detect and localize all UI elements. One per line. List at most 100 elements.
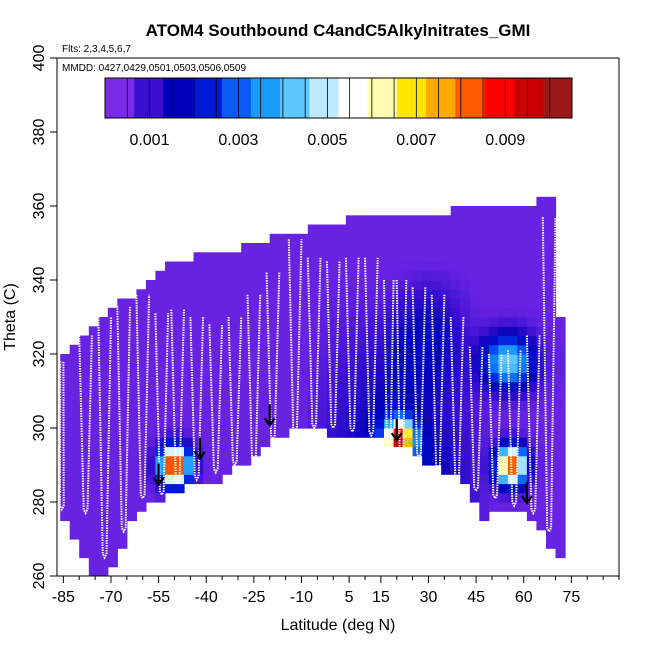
- heatmap-cell: [479, 492, 490, 503]
- heatmap-cell: [422, 233, 433, 244]
- heatmap-cell: [517, 289, 528, 300]
- heatmap-cell: [79, 446, 90, 457]
- heatmap-cell: [88, 529, 99, 540]
- heatmap-cell: [479, 289, 490, 300]
- heatmap-cell: [222, 261, 233, 272]
- heatmap-cell: [546, 409, 557, 420]
- heatmap-cell: [384, 243, 395, 253]
- heatmap-cell: [193, 344, 204, 355]
- heatmap-cell: [193, 335, 204, 346]
- heatmap-cell: [507, 224, 518, 235]
- heatmap-cell: [345, 252, 356, 263]
- heatmap-cell: [526, 381, 537, 392]
- heatmap-cell: [184, 317, 195, 327]
- heatmap-cell: [403, 270, 414, 281]
- heatmap-cell: [269, 381, 280, 392]
- heatmap-cell: [260, 354, 271, 364]
- x-tick-label: -55: [147, 589, 170, 606]
- heatmap-cell: [488, 243, 499, 253]
- heatmap-cell: [403, 372, 414, 383]
- heatmap-cell: [231, 298, 242, 309]
- heatmap-cell: [269, 261, 280, 272]
- heatmap-cell: [107, 557, 118, 568]
- heatmap-cell: [460, 317, 471, 327]
- heatmap-cell: [422, 428, 433, 438]
- heatmap-cell: [422, 298, 433, 309]
- heatmap-cell: [107, 492, 118, 503]
- heatmap-cell: [441, 270, 452, 281]
- heatmap-cell: [526, 418, 537, 429]
- heatmap-cell: [355, 280, 366, 290]
- heatmap-cell: [184, 465, 195, 475]
- heatmap-cell: [184, 381, 195, 392]
- heatmap-cell: [507, 502, 518, 512]
- heatmap-cell: [431, 437, 442, 448]
- heatmap-cell: [546, 243, 557, 253]
- profile-marker-head: [193, 450, 206, 461]
- heatmap-cell: [460, 418, 471, 429]
- heatmap-cell: [79, 344, 90, 355]
- heatmap-cell: [145, 335, 156, 346]
- heatmap-cell: [412, 409, 423, 420]
- heatmap-cell: [88, 539, 99, 549]
- heatmap-cell: [307, 289, 318, 300]
- heatmap-cell: [384, 381, 395, 392]
- heatmap-cell: [136, 400, 147, 411]
- heatmap-cell: [231, 261, 242, 272]
- heatmap-cell: [517, 317, 528, 327]
- heatmap-cell: [507, 363, 518, 374]
- heatmap-cell: [498, 298, 509, 309]
- heatmap-cell: [384, 344, 395, 355]
- profile-marker-head: [152, 476, 165, 487]
- heatmap-cell: [317, 233, 328, 244]
- heatmap-cell: [517, 446, 528, 457]
- heatmap-cell: [403, 418, 414, 429]
- heatmap-cell: [441, 224, 452, 235]
- heatmap-cell: [212, 363, 223, 374]
- heatmap-cell: [69, 372, 80, 383]
- heatmap-cell: [212, 437, 223, 448]
- heatmap-cell: [479, 252, 490, 263]
- heatmap-cell: [60, 465, 71, 475]
- heatmap-cell: [450, 446, 461, 457]
- y-tick-label: 360: [31, 193, 48, 220]
- heatmap-cell: [155, 280, 166, 290]
- heatmap-cell: [117, 363, 128, 374]
- heatmap-cell: [479, 372, 490, 383]
- heatmap-cell: [479, 465, 490, 475]
- heatmap-cell: [555, 418, 566, 429]
- heatmap-cell: [336, 261, 347, 272]
- heatmap-cell: [288, 418, 299, 429]
- heatmap-cell: [88, 428, 99, 438]
- heatmap-cell: [479, 280, 490, 290]
- heatmap-cell: [403, 252, 414, 263]
- heatmap-cell: [555, 363, 566, 374]
- heatmap-cell: [241, 381, 252, 392]
- heatmap-cell: [345, 400, 356, 411]
- heatmap-cell: [546, 465, 557, 475]
- heatmap-cell: [412, 298, 423, 309]
- heatmap-cell: [250, 363, 261, 374]
- heatmap-cell: [212, 400, 223, 411]
- heatmap-cell: [546, 335, 557, 346]
- heatmap-cell: [107, 428, 118, 438]
- heatmap-cell: [269, 372, 280, 383]
- heatmap-cell: [279, 261, 290, 272]
- heatmap-cell: [422, 455, 433, 466]
- heatmap-cell: [555, 317, 566, 327]
- heatmap-cell: [60, 418, 71, 429]
- heatmap-cell: [384, 400, 395, 411]
- heatmap-cell: [412, 391, 423, 401]
- heatmap-cell: [212, 381, 223, 392]
- heatmap-cell: [450, 224, 461, 235]
- heatmap-cell: [345, 335, 356, 346]
- heatmap-cell: [98, 529, 109, 540]
- heatmap-cell: [145, 455, 156, 466]
- heatmap-cell: [222, 363, 233, 374]
- heatmap-cell: [165, 270, 176, 281]
- heatmap-cell: [212, 409, 223, 420]
- heatmap-cell: [288, 400, 299, 411]
- heatmap-cell: [507, 437, 518, 448]
- heatmap-cell: [488, 224, 499, 235]
